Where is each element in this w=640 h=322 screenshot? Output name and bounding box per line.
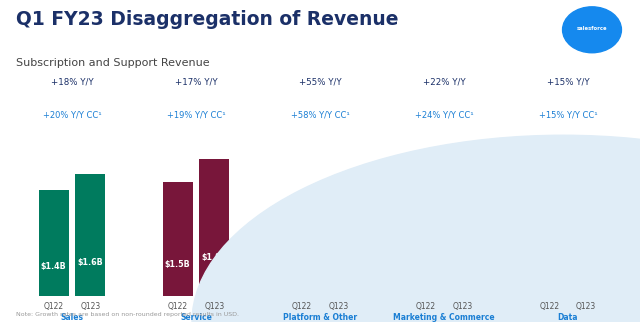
Bar (76, 175, 106, 296)
Text: +20% Y/Y CC¹: +20% Y/Y CC¹ (43, 110, 101, 119)
Text: Sales: Sales (61, 313, 84, 322)
Text: $1.1B: $1.1B (449, 268, 475, 277)
Text: Data: Data (557, 313, 578, 322)
Text: Service: Service (180, 313, 212, 322)
Text: Q122: Q122 (292, 302, 312, 310)
Text: $1.8B: $1.8B (202, 253, 227, 262)
Text: +58% Y/Y CC¹: +58% Y/Y CC¹ (291, 110, 349, 119)
Text: Note: Growth rates are based on non-rounded reported results in USD.: Note: Growth rates are based on non-roun… (16, 312, 239, 317)
Bar (447, 213, 477, 296)
Bar (38, 190, 69, 296)
Text: Marketing & Commerce: Marketing & Commerce (393, 313, 495, 322)
Text: +19% Y/Y CC¹: +19% Y/Y CC¹ (167, 110, 225, 119)
Text: $0.9B: $0.9B (289, 272, 314, 281)
Bar (571, 220, 602, 296)
Text: +55% Y/Y: +55% Y/Y (299, 78, 341, 87)
Text: Q123: Q123 (452, 302, 472, 310)
Text: Q1 FY23 Disaggregation of Revenue: Q1 FY23 Disaggregation of Revenue (16, 10, 399, 29)
Text: Subscription and Support Revenue: Subscription and Support Revenue (16, 58, 210, 68)
Text: $0.9B: $0.9B (413, 272, 438, 281)
Text: Q123: Q123 (328, 302, 348, 310)
Bar (199, 159, 230, 296)
Text: +15% Y/Y: +15% Y/Y (547, 78, 589, 87)
Text: Q123: Q123 (204, 302, 225, 310)
Text: Platform & Other: Platform & Other (283, 313, 357, 322)
Text: +22% Y/Y: +22% Y/Y (422, 78, 465, 87)
Text: $1.4B: $1.4B (326, 262, 351, 271)
Text: Q122: Q122 (415, 302, 436, 310)
Bar (534, 235, 564, 296)
Text: +17% Y/Y: +17% Y/Y (175, 78, 218, 87)
Bar (410, 228, 441, 296)
Text: +24% Y/Y CC¹: +24% Y/Y CC¹ (415, 110, 473, 119)
Text: $1.6B: $1.6B (77, 258, 103, 267)
Text: $1.0B: $1.0B (573, 270, 599, 279)
Text: $1.4B: $1.4B (41, 262, 67, 271)
Text: +18% Y/Y: +18% Y/Y (51, 78, 93, 87)
Circle shape (563, 7, 621, 53)
Bar (163, 182, 193, 296)
Text: Q122: Q122 (540, 302, 559, 310)
Text: $0.8B: $0.8B (537, 275, 563, 284)
Text: +15% Y/Y CC¹: +15% Y/Y CC¹ (539, 110, 597, 119)
Circle shape (192, 135, 640, 322)
Text: Q122: Q122 (44, 302, 64, 310)
Text: Q122: Q122 (168, 302, 188, 310)
Text: Q123: Q123 (576, 302, 596, 310)
Bar (287, 228, 317, 296)
Text: Q123: Q123 (80, 302, 100, 310)
Bar (323, 190, 353, 296)
Text: $1.5B: $1.5B (165, 260, 191, 269)
Text: salesforce: salesforce (577, 26, 607, 31)
